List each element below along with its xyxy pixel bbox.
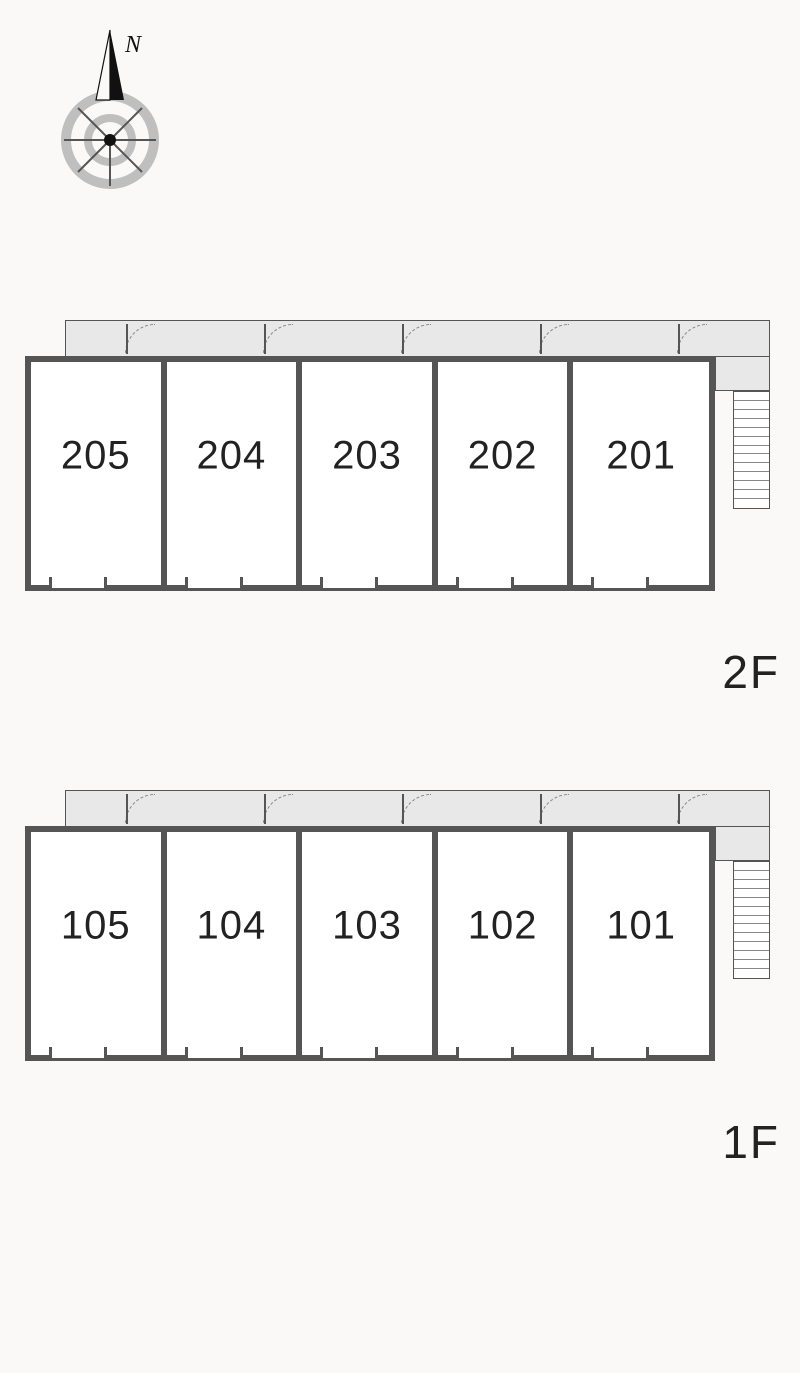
unit-number: 101 bbox=[606, 903, 676, 948]
compass-rose: N bbox=[45, 20, 175, 215]
front-opening-icon bbox=[456, 577, 514, 591]
unit-number: 201 bbox=[606, 433, 676, 478]
unit-number: 103 bbox=[332, 903, 402, 948]
unit-number: 102 bbox=[468, 903, 538, 948]
floor-label-2f: 2F bbox=[722, 645, 780, 699]
unit-105: 105 bbox=[31, 832, 167, 1055]
front-opening-icon bbox=[591, 1047, 649, 1061]
stair-landing-icon bbox=[715, 826, 770, 861]
unit-101: 101 bbox=[573, 832, 709, 1055]
unit-201: 201 bbox=[573, 362, 709, 585]
unit-number: 105 bbox=[61, 903, 131, 948]
front-opening-icon bbox=[49, 1047, 107, 1061]
unit-202: 202 bbox=[438, 362, 574, 585]
floor-block-2f: 205 204 203 202 201 bbox=[25, 320, 785, 610]
unit-number: 202 bbox=[468, 433, 538, 478]
front-opening-icon bbox=[591, 577, 649, 591]
units-row-2f: 205 204 203 202 201 bbox=[25, 356, 715, 591]
front-opening-icon bbox=[320, 1047, 378, 1061]
unit-203: 203 bbox=[302, 362, 438, 585]
stair-landing-icon bbox=[715, 356, 770, 391]
floor-label-1f: 1F bbox=[722, 1115, 780, 1169]
front-opening-icon bbox=[456, 1047, 514, 1061]
front-opening-icon bbox=[49, 577, 107, 591]
unit-205: 205 bbox=[31, 362, 167, 585]
floor-block-1f: 105 104 103 102 101 bbox=[25, 790, 785, 1080]
unit-102: 102 bbox=[438, 832, 574, 1055]
unit-number: 205 bbox=[61, 433, 131, 478]
stairs-icon bbox=[733, 391, 770, 509]
unit-number: 203 bbox=[332, 433, 402, 478]
front-opening-icon bbox=[185, 577, 243, 591]
unit-204: 204 bbox=[167, 362, 303, 585]
unit-103: 103 bbox=[302, 832, 438, 1055]
front-opening-icon bbox=[320, 577, 378, 591]
unit-number: 204 bbox=[197, 433, 267, 478]
front-opening-icon bbox=[185, 1047, 243, 1061]
unit-number: 104 bbox=[197, 903, 267, 948]
units-row-1f: 105 104 103 102 101 bbox=[25, 826, 715, 1061]
unit-104: 104 bbox=[167, 832, 303, 1055]
stairs-icon bbox=[733, 861, 770, 979]
compass-north-label: N bbox=[124, 32, 143, 58]
